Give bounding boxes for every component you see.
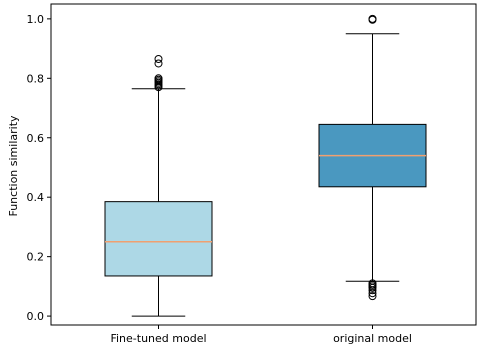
y-axis-title: Function similarity bbox=[7, 115, 20, 217]
plot-frame bbox=[50, 3, 477, 326]
y-tick-label: 0.4 bbox=[27, 191, 45, 204]
outlier-point bbox=[368, 14, 377, 23]
y-tick-label: 0.8 bbox=[27, 72, 45, 85]
outlier-point bbox=[154, 59, 163, 68]
outlier-point bbox=[154, 54, 163, 63]
x-tick-label: original model bbox=[333, 332, 412, 345]
outlier-point bbox=[368, 292, 377, 301]
plot-area: 0.0 0.2 0.4 0.6 0.8 1.0 Fine-tuned model origin… bbox=[27, 3, 477, 345]
box-iqr bbox=[104, 201, 213, 277]
y-tick-label: 0.2 bbox=[27, 251, 45, 264]
y-tick-label: 1.0 bbox=[27, 13, 45, 26]
x-tick-label: Fine-tuned model bbox=[110, 332, 206, 345]
outlier-point bbox=[368, 279, 377, 288]
y-tick-label: 0.0 bbox=[27, 310, 45, 323]
y-tick-label: 0.6 bbox=[27, 132, 45, 145]
outlier-point bbox=[154, 74, 163, 83]
